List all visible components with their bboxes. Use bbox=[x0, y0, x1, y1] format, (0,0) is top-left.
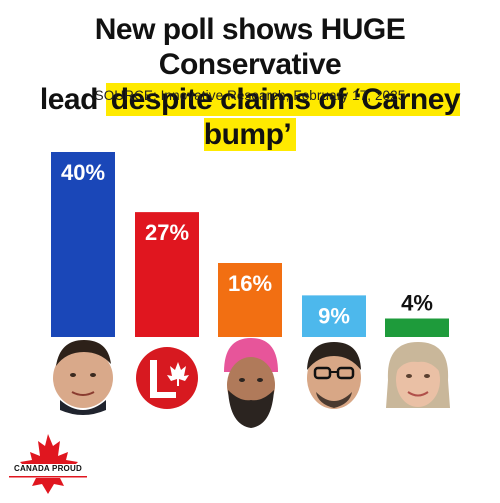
headline-line-2-plain: lead bbox=[39, 83, 106, 116]
bar-2 bbox=[135, 212, 199, 337]
canada-proud-logo: CANADA PROUD bbox=[6, 432, 90, 498]
bar-1-label: 40% bbox=[61, 160, 105, 185]
bar-3-label: 16% bbox=[228, 271, 272, 296]
bar-2-label: 27% bbox=[145, 220, 189, 245]
headline-line-1: New poll shows HUGE Conservative bbox=[94, 13, 406, 81]
bar-4-label: 9% bbox=[318, 303, 350, 328]
bar-3 bbox=[218, 263, 282, 337]
bar-5 bbox=[385, 318, 449, 337]
bar-5-label: 4% bbox=[401, 291, 433, 316]
logo-text: CANADA PROUD bbox=[6, 464, 90, 474]
headline: New poll shows HUGE Conservative lead de… bbox=[0, 12, 500, 152]
poll-bar-chart: 40% 27% 16% 9% 4% bbox=[51, 152, 449, 337]
bar-4 bbox=[302, 295, 366, 337]
bar-1 bbox=[51, 152, 115, 337]
headline-line-2: lead despite claims of ‘Carney bump’ bbox=[0, 82, 500, 152]
source-note: SOURCE: Innovative Research, February 17… bbox=[94, 88, 406, 103]
